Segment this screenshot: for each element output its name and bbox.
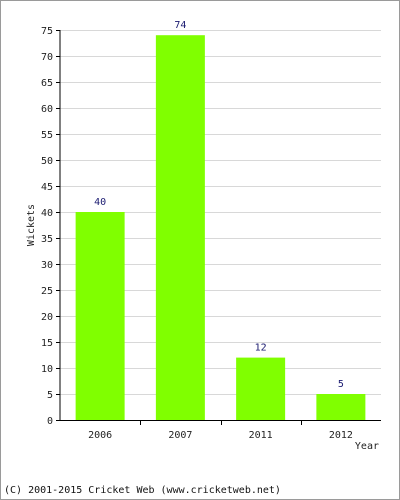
data-label: 40 [94,197,106,208]
y-axis-ticks: 0 5 10 15 20 25 30 35 40 45 50 55 60 65 70 75 [41,26,60,427]
y-tick-label: 5 [47,390,53,401]
bar [236,357,286,420]
data-label: 5 [338,379,344,390]
y-tick-label: 20 [41,312,53,323]
y-tick-label: 65 [41,78,53,89]
y-tick-label: 50 [41,156,53,167]
copyright-footer: (C) 2001-2015 Cricket Web (www.cricketwe… [4,485,281,496]
x-tick-label: 2012 [329,430,353,441]
bar [155,35,205,420]
data-label: 12 [255,343,267,354]
x-axis-ticks: 2006 2007 2011 2012 [88,420,353,441]
x-tick-label: 2007 [168,430,192,441]
data-label: 74 [174,20,186,31]
y-tick-label: 0 [47,416,53,427]
y-tick-label: 45 [41,182,53,193]
y-tick-label: 40 [41,208,53,219]
y-tick-label: 35 [41,234,53,245]
bars [75,35,366,420]
bar [75,212,125,420]
y-tick-label: 55 [41,130,53,141]
x-axis-label: Year [355,441,379,452]
y-tick-label: 75 [41,26,53,37]
y-tick-label: 10 [41,364,53,375]
y-tick-label: 30 [41,260,53,271]
y-tick-label: 70 [41,52,53,63]
y-tick-label: 25 [41,286,53,297]
y-tick-label: 60 [41,104,53,115]
x-tick-label: 2006 [88,430,112,441]
y-axis-label: Wickets [26,204,37,246]
x-tick-label: 2011 [249,430,273,441]
data-labels: 40 74 12 5 [94,20,344,390]
bar [316,394,366,420]
y-tick-label: 15 [41,338,53,349]
